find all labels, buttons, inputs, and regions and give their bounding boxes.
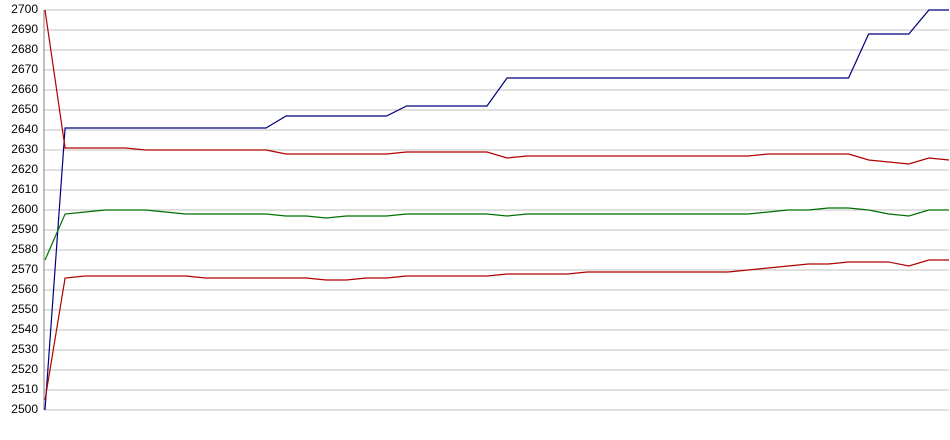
y-tick-label: 2600	[11, 202, 38, 216]
y-tick-label: 2690	[11, 22, 38, 36]
y-tick-label: 2700	[11, 2, 38, 16]
y-tick-label: 2540	[11, 322, 38, 336]
series-line	[44, 259, 949, 401]
y-tick-label: 2630	[11, 142, 38, 156]
y-tick-label: 2550	[11, 302, 38, 316]
y-tick-label: 2570	[11, 262, 38, 276]
y-tick-label: 2620	[11, 162, 38, 176]
y-tick-label: 2660	[11, 82, 38, 96]
series-line	[44, 9, 950, 165]
y-tick-label: 2520	[11, 362, 38, 376]
y-tick-label: 2590	[11, 222, 38, 236]
y-tick-label: 2510	[11, 382, 38, 396]
series-line	[44, 9, 949, 411]
y-tick-label: 2610	[11, 182, 38, 196]
y-tick-label: 2580	[11, 242, 38, 256]
y-tick-label: 2500	[11, 402, 38, 416]
y-tick-label: 2530	[11, 342, 38, 356]
y-tick-label: 2680	[11, 42, 38, 56]
y-tick-label: 2650	[11, 102, 38, 116]
y-tick-label: 2560	[11, 282, 38, 296]
series-line	[44, 207, 949, 261]
y-tick-label: 2640	[11, 122, 38, 136]
y-tick-label: 2670	[11, 62, 38, 76]
